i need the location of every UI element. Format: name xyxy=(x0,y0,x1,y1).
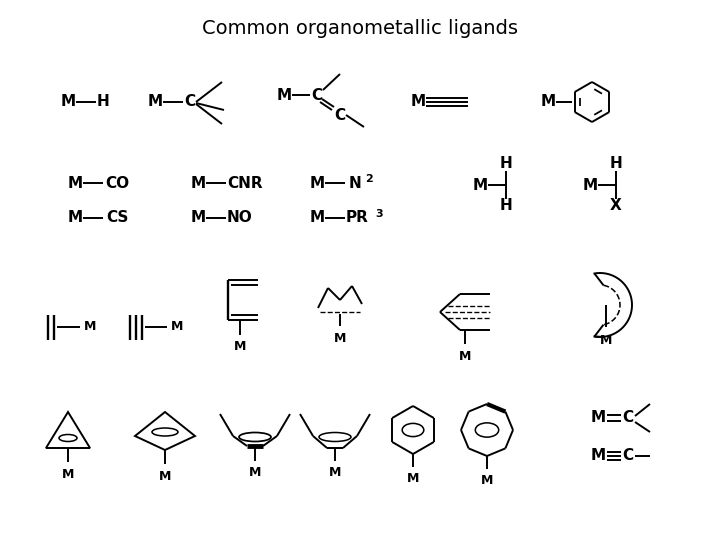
Text: C: C xyxy=(622,449,634,463)
Text: M: M xyxy=(148,94,163,110)
Text: M: M xyxy=(407,471,419,484)
Text: M: M xyxy=(60,94,76,110)
Text: CS: CS xyxy=(106,211,128,226)
Text: M: M xyxy=(472,178,487,192)
Text: M: M xyxy=(590,410,606,426)
Text: C: C xyxy=(622,410,634,426)
Text: N: N xyxy=(348,176,361,191)
Text: M: M xyxy=(234,341,246,354)
Text: M: M xyxy=(68,176,83,191)
Text: PR: PR xyxy=(346,211,369,226)
Text: M: M xyxy=(334,332,346,345)
Text: X: X xyxy=(610,198,622,213)
Text: H: H xyxy=(96,94,109,110)
Text: H: H xyxy=(610,156,622,171)
Text: M: M xyxy=(541,94,556,110)
Text: C: C xyxy=(334,107,346,123)
Text: M: M xyxy=(590,449,606,463)
Text: M: M xyxy=(171,321,183,334)
Text: M: M xyxy=(329,467,341,480)
Text: 3: 3 xyxy=(375,209,382,219)
Text: 2: 2 xyxy=(365,174,373,184)
Text: M: M xyxy=(68,211,83,226)
Text: M: M xyxy=(582,178,598,192)
Text: M: M xyxy=(62,468,74,481)
Text: M: M xyxy=(600,334,612,347)
Text: M: M xyxy=(310,176,325,191)
Text: Common organometallic ligands: Common organometallic ligands xyxy=(202,18,518,37)
Text: M: M xyxy=(310,211,325,226)
Text: M: M xyxy=(276,87,292,103)
Text: H: H xyxy=(500,198,513,213)
Text: M: M xyxy=(481,474,493,487)
Text: M: M xyxy=(410,94,426,110)
Text: M: M xyxy=(190,211,206,226)
Text: M: M xyxy=(159,469,171,483)
Text: M: M xyxy=(459,349,471,362)
Text: C: C xyxy=(184,94,196,110)
Text: C: C xyxy=(312,87,323,103)
Text: CO: CO xyxy=(105,176,129,191)
Text: CNR: CNR xyxy=(228,176,263,191)
Text: M: M xyxy=(84,321,96,334)
Text: H: H xyxy=(500,156,513,171)
Text: M: M xyxy=(249,467,261,480)
Text: M: M xyxy=(190,176,206,191)
Text: NO: NO xyxy=(227,211,253,226)
